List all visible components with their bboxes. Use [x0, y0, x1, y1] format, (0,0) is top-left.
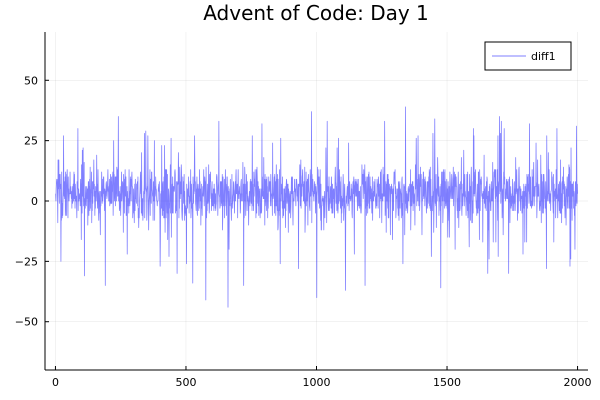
x-tick-label: 2000: [564, 376, 592, 389]
y-tick-label: 25: [24, 135, 38, 148]
y-tick-label: −50: [15, 316, 38, 329]
x-tick-label: 1000: [303, 376, 331, 389]
chart-title: Advent of Code: Day 1: [203, 1, 429, 25]
x-tick-label: 0: [52, 376, 59, 389]
x-tick-label: 500: [175, 376, 196, 389]
y-tick-label: −25: [15, 255, 38, 268]
x-tick-label: 1500: [433, 376, 461, 389]
series-line-diff1: [55, 106, 578, 308]
y-tick-label: 50: [24, 74, 38, 87]
legend-label-diff1: diff1: [531, 50, 556, 63]
y-tick-label: 0: [31, 195, 38, 208]
axis-ticks: 0 500 1000 1500 2000 −50 −25 0 25 50: [15, 74, 592, 389]
series-layer: [55, 106, 578, 308]
legend: diff1: [484, 41, 572, 71]
